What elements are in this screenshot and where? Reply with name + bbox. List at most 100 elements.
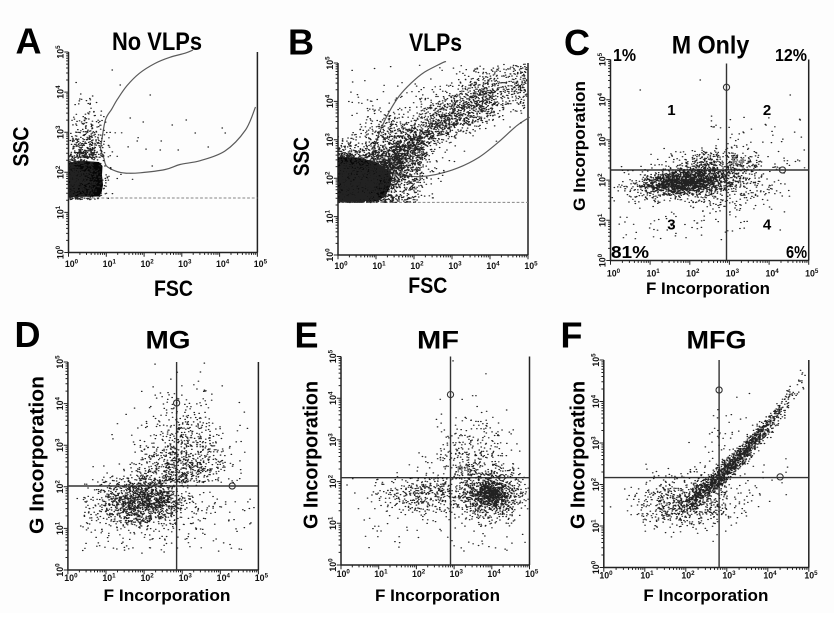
svg-text:100: 100 <box>64 573 78 583</box>
svg-text:101: 101 <box>640 570 654 580</box>
svg-text:103: 103 <box>597 133 607 147</box>
svg-text:MG: MG <box>146 327 191 355</box>
svg-text:104: 104 <box>328 391 338 405</box>
svg-text:103: 103 <box>590 436 600 450</box>
svg-text:105: 105 <box>805 268 819 278</box>
svg-text:105: 105 <box>328 349 338 363</box>
svg-text:105: 105 <box>325 56 335 70</box>
svg-text:103: 103 <box>55 438 65 452</box>
svg-text:F Incorporation: F Incorporation <box>104 587 231 605</box>
svg-text:R4: R4 <box>457 465 470 476</box>
svg-text:105: 105 <box>524 261 538 271</box>
svg-text:105: 105 <box>525 569 539 579</box>
svg-text:FSC: FSC <box>408 273 447 298</box>
svg-text:103: 103 <box>722 570 736 580</box>
svg-text:102: 102 <box>412 569 426 579</box>
svg-text:102: 102 <box>597 173 607 187</box>
svg-text:102: 102 <box>410 261 424 271</box>
svg-text:102: 102 <box>328 474 338 488</box>
svg-text:102: 102 <box>140 259 154 269</box>
svg-text:105: 105 <box>55 45 65 59</box>
svg-text:VLPs: VLPs <box>409 29 462 57</box>
svg-text:105: 105 <box>255 573 269 583</box>
svg-text:1: 1 <box>667 102 675 119</box>
svg-text:100: 100 <box>328 558 338 572</box>
svg-text:101: 101 <box>102 573 116 583</box>
svg-text:105: 105 <box>55 355 65 369</box>
svg-text:104: 104 <box>325 94 335 108</box>
svg-text:104: 104 <box>55 85 65 99</box>
svg-text:G Incorporation: G Incorporation <box>568 381 590 529</box>
svg-text:105: 105 <box>804 570 818 580</box>
svg-text:C: C <box>564 22 590 63</box>
svg-text:100: 100 <box>597 253 607 267</box>
svg-text:E: E <box>295 315 319 356</box>
svg-text:100: 100 <box>55 245 65 259</box>
svg-text:F: F <box>561 315 583 356</box>
svg-text:R4: R4 <box>732 156 745 167</box>
svg-text:104: 104 <box>597 93 607 107</box>
svg-text:1%: 1% <box>613 45 636 65</box>
svg-text:No VLPs: No VLPs <box>112 28 202 56</box>
svg-text:100: 100 <box>65 259 79 269</box>
svg-text:101: 101 <box>590 519 600 533</box>
svg-text:6%: 6% <box>786 242 807 262</box>
svg-text:A: A <box>16 21 42 62</box>
svg-text:103: 103 <box>55 125 65 139</box>
svg-text:104: 104 <box>763 570 777 580</box>
svg-text:103: 103 <box>450 569 464 579</box>
svg-text:2: 2 <box>763 102 771 119</box>
svg-text:104: 104 <box>765 268 779 278</box>
svg-text:D: D <box>15 314 41 355</box>
svg-text:104: 104 <box>55 396 65 410</box>
svg-text:103: 103 <box>178 259 192 269</box>
svg-text:MFG: MFG <box>687 327 747 355</box>
svg-text:104: 104 <box>216 259 230 269</box>
svg-text:105: 105 <box>254 259 268 269</box>
svg-text:103: 103 <box>179 573 193 583</box>
svg-text:101: 101 <box>55 205 65 219</box>
svg-text:104: 104 <box>217 573 231 583</box>
svg-text:104: 104 <box>487 569 501 579</box>
svg-text:103: 103 <box>325 133 335 147</box>
svg-text:SSC: SSC <box>289 137 314 176</box>
svg-text:100: 100 <box>599 570 613 580</box>
svg-text:G Incorporation: G Incorporation <box>27 376 49 534</box>
svg-text:101: 101 <box>374 569 388 579</box>
svg-text:104: 104 <box>590 394 600 408</box>
svg-text:100: 100 <box>590 560 600 574</box>
svg-text:3: 3 <box>667 217 675 234</box>
svg-text:103: 103 <box>328 433 338 447</box>
svg-text:M Only: M Only <box>672 32 750 60</box>
svg-text:105: 105 <box>597 52 607 66</box>
svg-text:103: 103 <box>726 268 740 278</box>
svg-text:101: 101 <box>103 259 117 269</box>
svg-text:G Incorporation: G Incorporation <box>301 381 323 529</box>
svg-text:102: 102 <box>55 480 65 494</box>
svg-text:FSC: FSC <box>154 276 193 301</box>
svg-text:101: 101 <box>328 516 338 530</box>
svg-text:81%: 81% <box>611 242 649 262</box>
svg-text:102: 102 <box>681 570 695 580</box>
svg-text:F Incorporation: F Incorporation <box>375 587 500 605</box>
svg-text:102: 102 <box>325 171 335 185</box>
svg-text:MF: MF <box>417 327 459 355</box>
svg-text:102: 102 <box>590 477 600 491</box>
svg-text:102: 102 <box>140 573 154 583</box>
svg-text:100: 100 <box>334 261 348 271</box>
svg-text:G Incorporation: G Incorporation <box>570 81 589 211</box>
svg-text:100: 100 <box>325 248 335 262</box>
svg-text:101: 101 <box>325 209 335 223</box>
svg-text:102: 102 <box>686 268 700 278</box>
svg-text:101: 101 <box>597 213 607 227</box>
svg-text:104: 104 <box>486 261 500 271</box>
svg-text:F Incorporation: F Incorporation <box>643 587 768 605</box>
svg-text:F Incorporation: F Incorporation <box>646 280 770 298</box>
svg-text:101: 101 <box>646 268 660 278</box>
svg-text:103: 103 <box>448 261 462 271</box>
svg-text:102: 102 <box>55 165 65 179</box>
svg-text:SSC: SSC <box>9 127 34 167</box>
svg-text:B: B <box>288 22 314 63</box>
svg-text:101: 101 <box>54 521 64 535</box>
svg-text:105: 105 <box>590 353 600 367</box>
